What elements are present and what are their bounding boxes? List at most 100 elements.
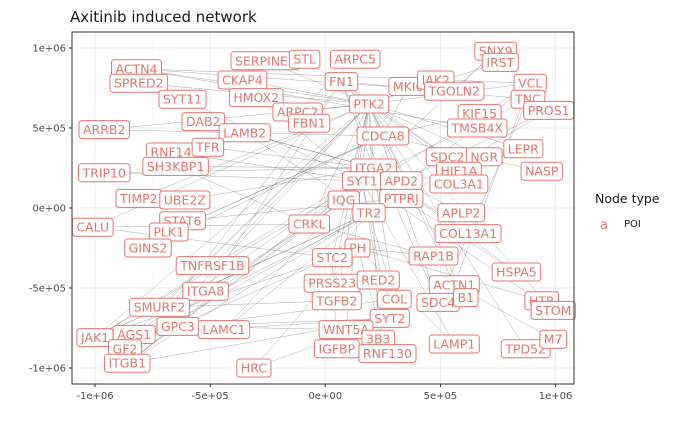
edge-itgb1-tr2 bbox=[127, 212, 369, 364]
node-iqg: IQG bbox=[327, 190, 360, 210]
edge-timp2-ptk2 bbox=[138, 103, 369, 199]
node-sh3kbp1: SH3KBP1 bbox=[142, 156, 209, 176]
node-label-box bbox=[465, 147, 503, 167]
node-syt1: SYT1 bbox=[342, 171, 383, 191]
node-ube2z: UBE2Z bbox=[159, 190, 211, 210]
node-label: VCL bbox=[518, 76, 542, 91]
node-m7: M7 bbox=[539, 329, 568, 349]
x-tick-label: 0e+00 bbox=[308, 391, 342, 402]
node-label: IGFBP bbox=[318, 341, 355, 356]
node-label: SMURF2 bbox=[134, 300, 186, 315]
node-label: TIMP2 bbox=[119, 191, 158, 206]
node-label: TGFB2 bbox=[315, 293, 357, 308]
node-label-box bbox=[288, 49, 321, 69]
node-label: CDCA8 bbox=[361, 129, 405, 144]
node-col13a1: COL13A1 bbox=[434, 224, 502, 244]
edge-fn1-itga2 bbox=[341, 81, 373, 168]
node-syt11: SYT11 bbox=[158, 89, 207, 109]
node-label: M7 bbox=[544, 332, 563, 347]
node-kif15: KIF15 bbox=[457, 104, 502, 124]
node-tmsb4x: TMSB4X bbox=[447, 118, 508, 138]
node-label-box bbox=[330, 49, 381, 69]
node-itgb1: ITGB1 bbox=[103, 353, 151, 373]
node-label: TFR bbox=[195, 140, 220, 155]
y-tick-label: -5e+05 bbox=[29, 284, 66, 295]
node-plk1: PLK1 bbox=[148, 222, 189, 242]
node-label-box bbox=[191, 137, 225, 157]
node-label: WNT5A bbox=[323, 322, 369, 337]
node-pros1: PROS1 bbox=[523, 100, 575, 120]
node-label: CALU bbox=[76, 220, 109, 235]
node-label-box bbox=[324, 72, 359, 92]
edge-vcl-actn1 bbox=[454, 83, 531, 285]
node-label: STL bbox=[293, 52, 316, 67]
node-itga8: ITGA8 bbox=[182, 281, 229, 301]
node-label: GINS2 bbox=[129, 241, 168, 256]
node-label: COL3A1 bbox=[434, 177, 484, 192]
node-trip10: TRIP10 bbox=[78, 163, 131, 183]
node-label-box bbox=[288, 113, 331, 133]
node-label-box bbox=[129, 297, 190, 317]
node-label: CRKL bbox=[293, 217, 326, 232]
node-label: TRIP10 bbox=[82, 165, 126, 180]
node-sdc2: SDC2 bbox=[425, 147, 469, 167]
node-label: AGS1 bbox=[117, 327, 151, 342]
node-prss23: PRSS23 bbox=[303, 273, 361, 293]
edge-ags1-ptk2 bbox=[134, 104, 369, 335]
edge-stat6-ptprj bbox=[182, 198, 402, 222]
edge-tnc-sdc4 bbox=[437, 99, 529, 302]
node-label: SPRED2 bbox=[114, 76, 164, 91]
node-tpd52: TPD52 bbox=[500, 339, 551, 359]
node-label: RNF14 bbox=[150, 145, 191, 160]
edge-sdc2-fn1 bbox=[341, 81, 448, 157]
node-fbn1: FBN1 bbox=[288, 113, 331, 133]
node-label-box bbox=[142, 156, 209, 176]
node-gf2: GF2 bbox=[108, 339, 142, 359]
node-label: KIF15 bbox=[462, 106, 497, 121]
x-tick-label: -5e+05 bbox=[192, 391, 229, 402]
node-col3a1: COL3A1 bbox=[429, 174, 489, 194]
node-label-box bbox=[236, 358, 272, 378]
node-label: GPC3 bbox=[161, 319, 195, 334]
node-rap1b: RAP1B bbox=[408, 246, 459, 266]
node-label: SH3KBP1 bbox=[147, 159, 205, 174]
edge-rnf14-syt1 bbox=[170, 151, 362, 181]
node-label: TGOLN2 bbox=[428, 84, 480, 99]
node-label: APLP2 bbox=[442, 205, 481, 220]
node-gpc3: GPC3 bbox=[156, 316, 200, 336]
node-arpc5: ARPC5 bbox=[330, 49, 381, 69]
node-label: RAP1B bbox=[413, 249, 454, 264]
node-label-box bbox=[358, 344, 417, 364]
node-rnf14: RNF14 bbox=[145, 142, 197, 162]
node-label-box bbox=[352, 203, 386, 223]
node-label: 3B3 bbox=[366, 332, 390, 347]
edge-jak1-tr2 bbox=[94, 212, 369, 338]
node-label: PTPRJ bbox=[384, 191, 419, 206]
node-label: HSPA5 bbox=[496, 265, 537, 280]
node-crkl: CRKL bbox=[288, 214, 330, 234]
node-sdc4: SDC4 bbox=[416, 292, 460, 312]
node-label: SDC4 bbox=[421, 295, 455, 310]
node-lamb2: LAMB2 bbox=[218, 123, 271, 143]
node-label: TNFRSF1B bbox=[179, 258, 245, 273]
node-label: LEPR bbox=[508, 141, 539, 156]
node-ckap4: CKAP4 bbox=[217, 70, 268, 90]
node-label: CKAP4 bbox=[222, 73, 263, 88]
node-label: LAMP1 bbox=[433, 337, 475, 352]
node-label: PH bbox=[349, 241, 366, 256]
node-label: LAMC1 bbox=[202, 322, 245, 337]
node-label-box bbox=[158, 89, 207, 109]
node-ags1: AGS1 bbox=[112, 324, 156, 344]
node-jak1: JAK1 bbox=[76, 328, 114, 348]
node-apd2: APD2 bbox=[379, 171, 423, 191]
edge-arrb2-ptk2 bbox=[104, 104, 369, 130]
node-label-box bbox=[500, 339, 551, 359]
chart-title: Axitinib induced network bbox=[70, 8, 257, 26]
node-label: IRST bbox=[486, 55, 514, 70]
y-tick-label: -1e+06 bbox=[29, 364, 66, 375]
edge-red2-syt1 bbox=[362, 181, 379, 281]
node-tr2: TR2 bbox=[352, 203, 386, 223]
node-igfbp: IGFBP bbox=[313, 339, 360, 359]
node-label: SDC2 bbox=[430, 149, 464, 164]
